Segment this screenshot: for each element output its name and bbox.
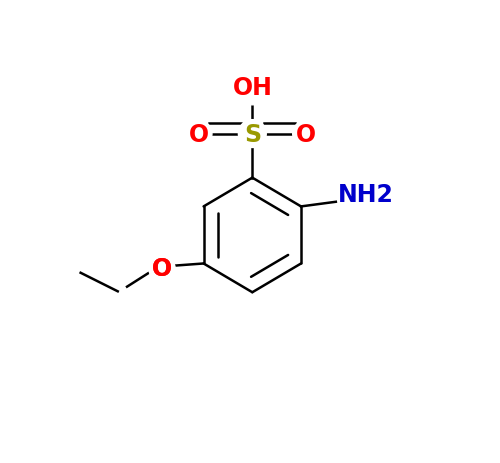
Text: OH: OH — [232, 76, 272, 100]
Text: O: O — [189, 122, 209, 146]
Text: O: O — [296, 122, 316, 146]
Circle shape — [238, 120, 266, 148]
Text: O: O — [152, 257, 172, 281]
Text: S: S — [244, 122, 261, 146]
Circle shape — [292, 121, 318, 147]
Circle shape — [149, 256, 175, 282]
Circle shape — [186, 121, 212, 147]
Circle shape — [149, 256, 175, 282]
Text: NH2: NH2 — [338, 182, 394, 206]
Text: O: O — [152, 257, 172, 281]
Circle shape — [234, 70, 270, 106]
